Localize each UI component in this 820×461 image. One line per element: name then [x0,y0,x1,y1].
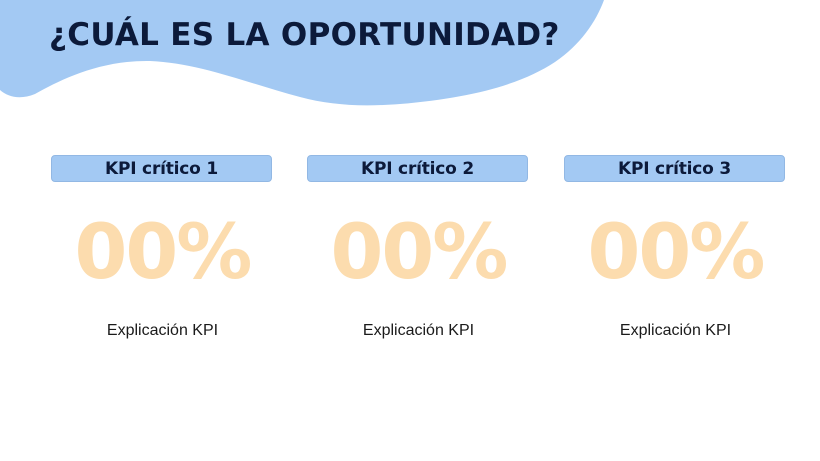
kpi-description: Explicación KPI [106,322,219,339]
kpi-label: KPI crítico 1 [104,158,219,179]
kpi-description: Explicación KPI [619,322,732,339]
kpi-value: 00% [330,207,509,296]
kpi-value: 00% [74,207,253,296]
page-title: ¿CUÁL ES LA OPORTUNIDAD? [49,17,560,53]
kpi-label: KPI crítico 3 [617,158,732,179]
decorative-blob-shape [0,0,604,106]
kpi-header-2: KPI crítico 2 [307,155,528,182]
kpi-card-3: KPI crítico 3 00% Explicación KPI [564,155,787,355]
kpi-description: Explicación KPI [362,322,475,339]
kpi-value: 00% [587,207,766,296]
kpi-label: KPI crítico 2 [360,158,475,179]
kpi-header-1: KPI crítico 1 [51,155,272,182]
kpi-card-2: KPI crítico 2 00% Explicación KPI [307,155,530,355]
kpi-header-3: KPI crítico 3 [564,155,785,182]
kpi-card-1: KPI crítico 1 00% Explicación KPI [51,155,274,355]
